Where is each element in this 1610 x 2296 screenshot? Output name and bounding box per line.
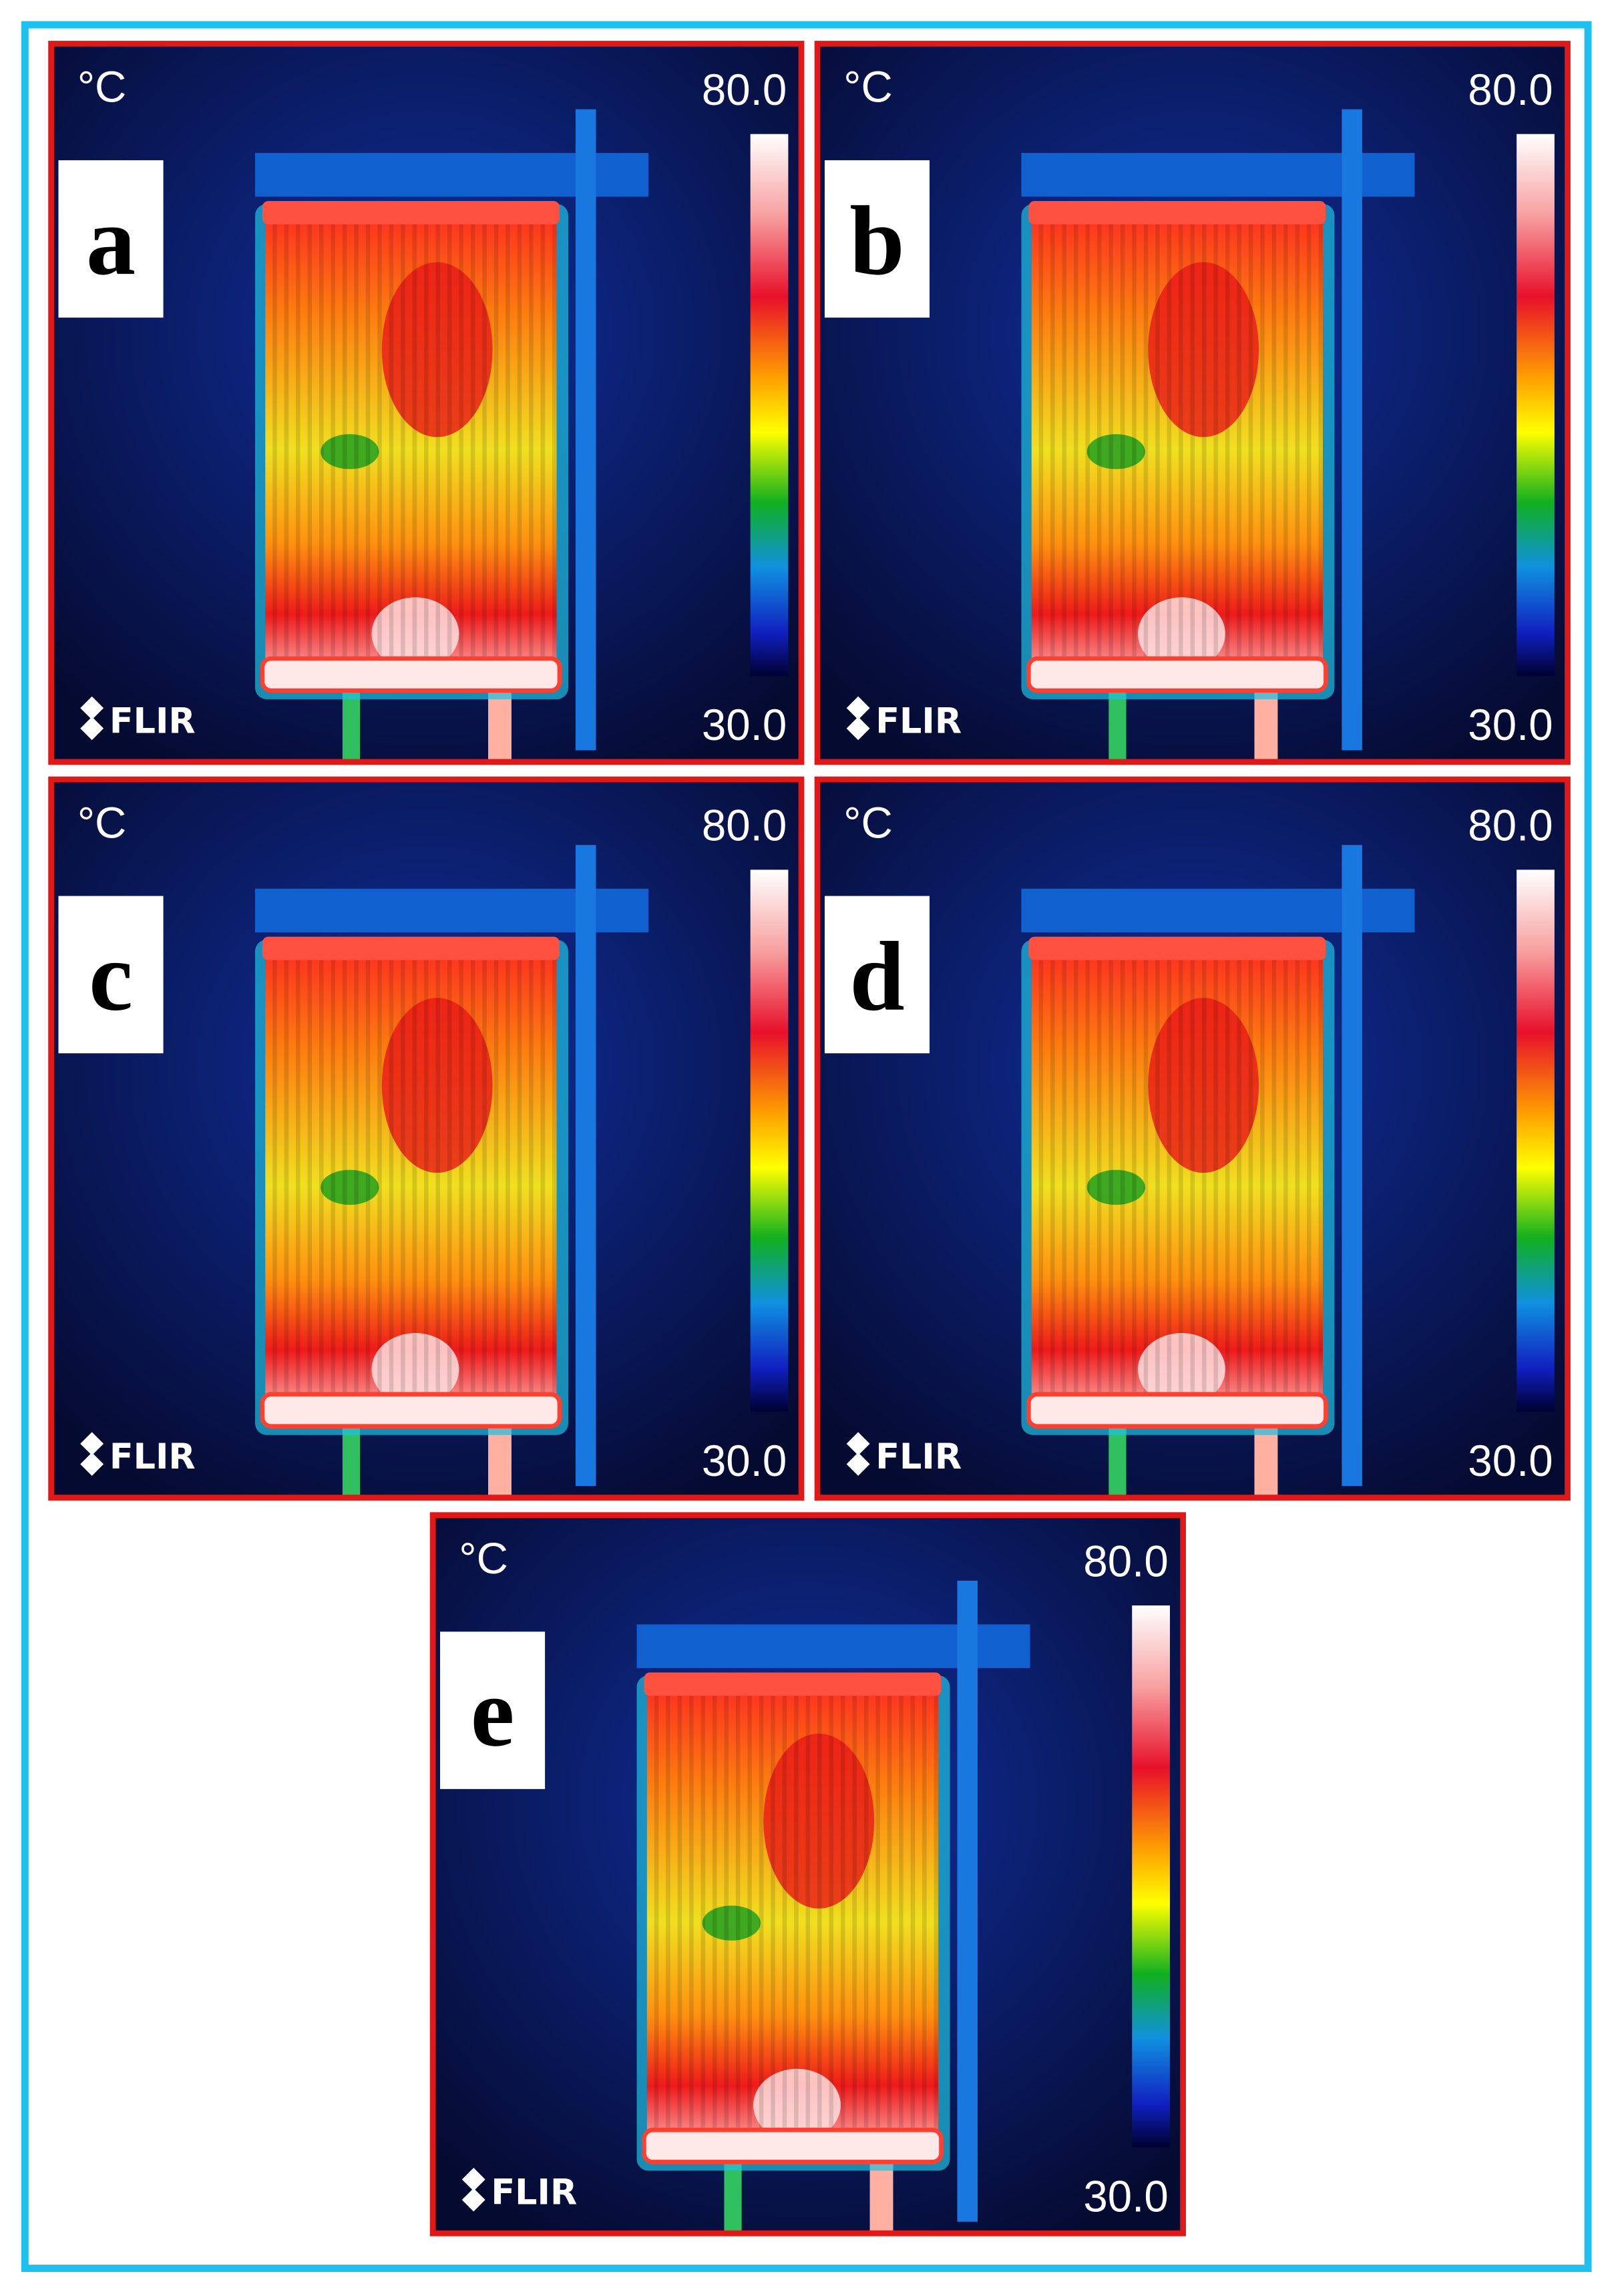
- colorbar: [1132, 1605, 1170, 2148]
- panel-border: [48, 776, 805, 1501]
- tank: [1028, 201, 1326, 224]
- unit-label: °C: [77, 63, 126, 112]
- panel-border: [814, 41, 1571, 765]
- min-label: 30.0: [702, 1437, 787, 1485]
- panel-border: [429, 1512, 1186, 2237]
- label-box: [824, 160, 930, 318]
- tank: [260, 656, 562, 693]
- max-label: 80.0: [1083, 1537, 1168, 1585]
- panel-border: [48, 41, 805, 765]
- unit-label: °C: [843, 63, 892, 112]
- pipe: [1342, 845, 1362, 1487]
- outer-frame: [21, 21, 1592, 2273]
- thermal-panel: °C 80.0 30.0 FLIR b: [814, 41, 1571, 765]
- min-label: 30.0: [702, 701, 787, 749]
- brand-logo: [846, 1432, 870, 1476]
- panel-border: [814, 776, 1571, 1501]
- max-label: 80.0: [1468, 801, 1553, 850]
- thermal-panel: °C 80.0 30.0 FLIR e: [429, 1512, 1186, 2237]
- brand-label: FLIR: [875, 701, 962, 741]
- panel-label: a: [86, 186, 136, 296]
- colorbar: [750, 870, 789, 1412]
- min-label: 30.0: [1468, 1437, 1553, 1485]
- unit-label: °C: [459, 1534, 508, 1583]
- min-label: 30.0: [1083, 2172, 1168, 2221]
- brand-logo: [461, 2168, 485, 2212]
- brand-label: FLIR: [875, 1437, 962, 1477]
- brand-logo: [846, 696, 870, 741]
- brand-logo: [80, 1432, 104, 1476]
- tank: [642, 2128, 944, 2164]
- label-box: [440, 1632, 546, 1789]
- panel-label: e: [471, 1658, 515, 1767]
- tank: [1026, 1392, 1328, 1428]
- pipe: [575, 845, 596, 1487]
- panel-label: d: [849, 922, 904, 1032]
- unit-label: °C: [843, 798, 892, 847]
- tank: [1028, 936, 1326, 960]
- label-box: [58, 896, 164, 1054]
- colorbar: [1517, 134, 1555, 677]
- pipe: [957, 1580, 978, 2222]
- fins: [1031, 215, 1324, 685]
- thermal-panel: °C 80.0 30.0 FLIR d: [814, 776, 1571, 1501]
- brand-logo: [80, 696, 104, 741]
- label-box: [58, 160, 164, 318]
- fins: [646, 1687, 939, 2156]
- thermal-panel: °C 80.0 30.0 FLIR c: [48, 776, 805, 1501]
- unit-label: °C: [77, 798, 126, 847]
- tank: [644, 1672, 942, 1696]
- brand-label: FLIR: [110, 1437, 196, 1477]
- colorbar: [1517, 870, 1555, 1412]
- pipe: [575, 109, 596, 751]
- thermal-panel: °C 80.0 30.0 FLIR a: [48, 41, 805, 765]
- max-label: 80.0: [702, 801, 787, 850]
- label-box: [824, 896, 930, 1054]
- max-label: 80.0: [702, 65, 787, 114]
- pipe: [1342, 109, 1362, 751]
- min-label: 30.0: [1468, 701, 1553, 749]
- fins: [265, 951, 557, 1420]
- colorbar: [750, 134, 789, 677]
- tank: [1026, 656, 1328, 693]
- brand-label: FLIR: [110, 701, 196, 741]
- brand-label: FLIR: [491, 2172, 577, 2213]
- fins: [265, 215, 557, 685]
- tank: [262, 201, 560, 224]
- panel-label: b: [849, 186, 904, 296]
- tank: [262, 936, 560, 960]
- max-label: 80.0: [1468, 65, 1553, 114]
- fins: [1031, 951, 1324, 1420]
- panel-label: c: [89, 922, 133, 1032]
- tank: [260, 1392, 562, 1428]
